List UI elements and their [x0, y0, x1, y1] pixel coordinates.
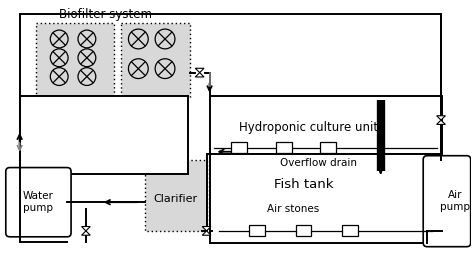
Text: Biofilter system: Biofilter system	[59, 8, 152, 21]
Polygon shape	[202, 231, 211, 235]
Bar	[249, 226, 265, 236]
Polygon shape	[437, 120, 446, 124]
Polygon shape	[82, 231, 90, 235]
Polygon shape	[195, 73, 204, 77]
Text: Fish tank: Fish tank	[274, 178, 333, 191]
Text: Air
pump: Air pump	[440, 190, 470, 212]
Bar	[210, 154, 442, 243]
Bar	[36, 23, 114, 97]
Bar	[145, 160, 207, 231]
Polygon shape	[437, 116, 446, 120]
Bar	[320, 142, 336, 153]
Bar	[120, 23, 190, 97]
Bar	[276, 142, 292, 153]
Text: Clarifier: Clarifier	[154, 194, 198, 204]
Bar	[231, 142, 247, 153]
Bar	[342, 226, 358, 236]
Text: Hydroponic culture unit: Hydroponic culture unit	[239, 122, 378, 134]
Text: Air stones: Air stones	[267, 204, 320, 214]
Bar	[210, 96, 442, 154]
Bar	[19, 96, 188, 174]
Text: Overflow drain: Overflow drain	[280, 158, 357, 168]
Polygon shape	[195, 68, 204, 73]
FancyBboxPatch shape	[6, 168, 71, 237]
FancyBboxPatch shape	[423, 156, 471, 247]
Polygon shape	[202, 227, 211, 231]
Text: Water
pump: Water pump	[23, 191, 54, 213]
Polygon shape	[82, 227, 90, 231]
Bar	[296, 226, 311, 236]
